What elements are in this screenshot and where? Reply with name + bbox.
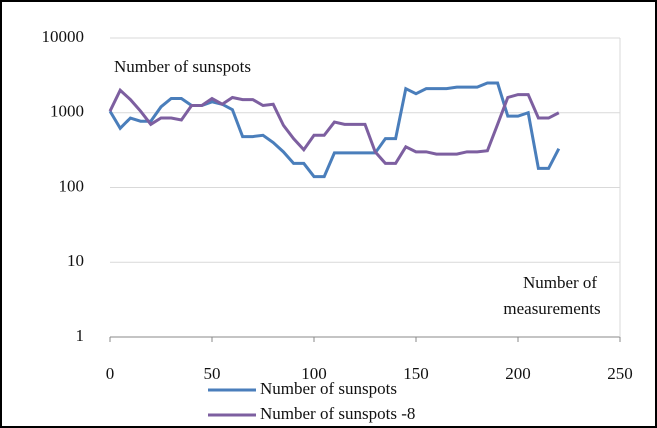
x-tick-label: 50 <box>204 364 221 383</box>
series-line <box>108 87 560 165</box>
annotation: Number of sunspots <box>114 57 251 76</box>
y-tick-label: 1 <box>76 326 85 345</box>
annotation: measurements <box>503 299 600 318</box>
annotation: Number of <box>523 273 597 292</box>
y-tick-label: 10 <box>67 251 84 270</box>
y-tick-label: 100 <box>59 176 85 195</box>
y-tick-label: 10000 <box>42 27 85 46</box>
series-line <box>108 81 561 179</box>
y-tick-label: 1000 <box>50 102 84 121</box>
x-tick-label: 200 <box>505 364 531 383</box>
legend-label: Number of sunspots <box>260 379 397 398</box>
x-tick-label: 250 <box>607 364 633 383</box>
legend-label: Number of sunspots -8 <box>260 404 415 423</box>
x-tick-label: 150 <box>403 364 429 383</box>
x-tick-label: 0 <box>106 364 115 383</box>
x-tick-label: 100 <box>301 364 327 383</box>
